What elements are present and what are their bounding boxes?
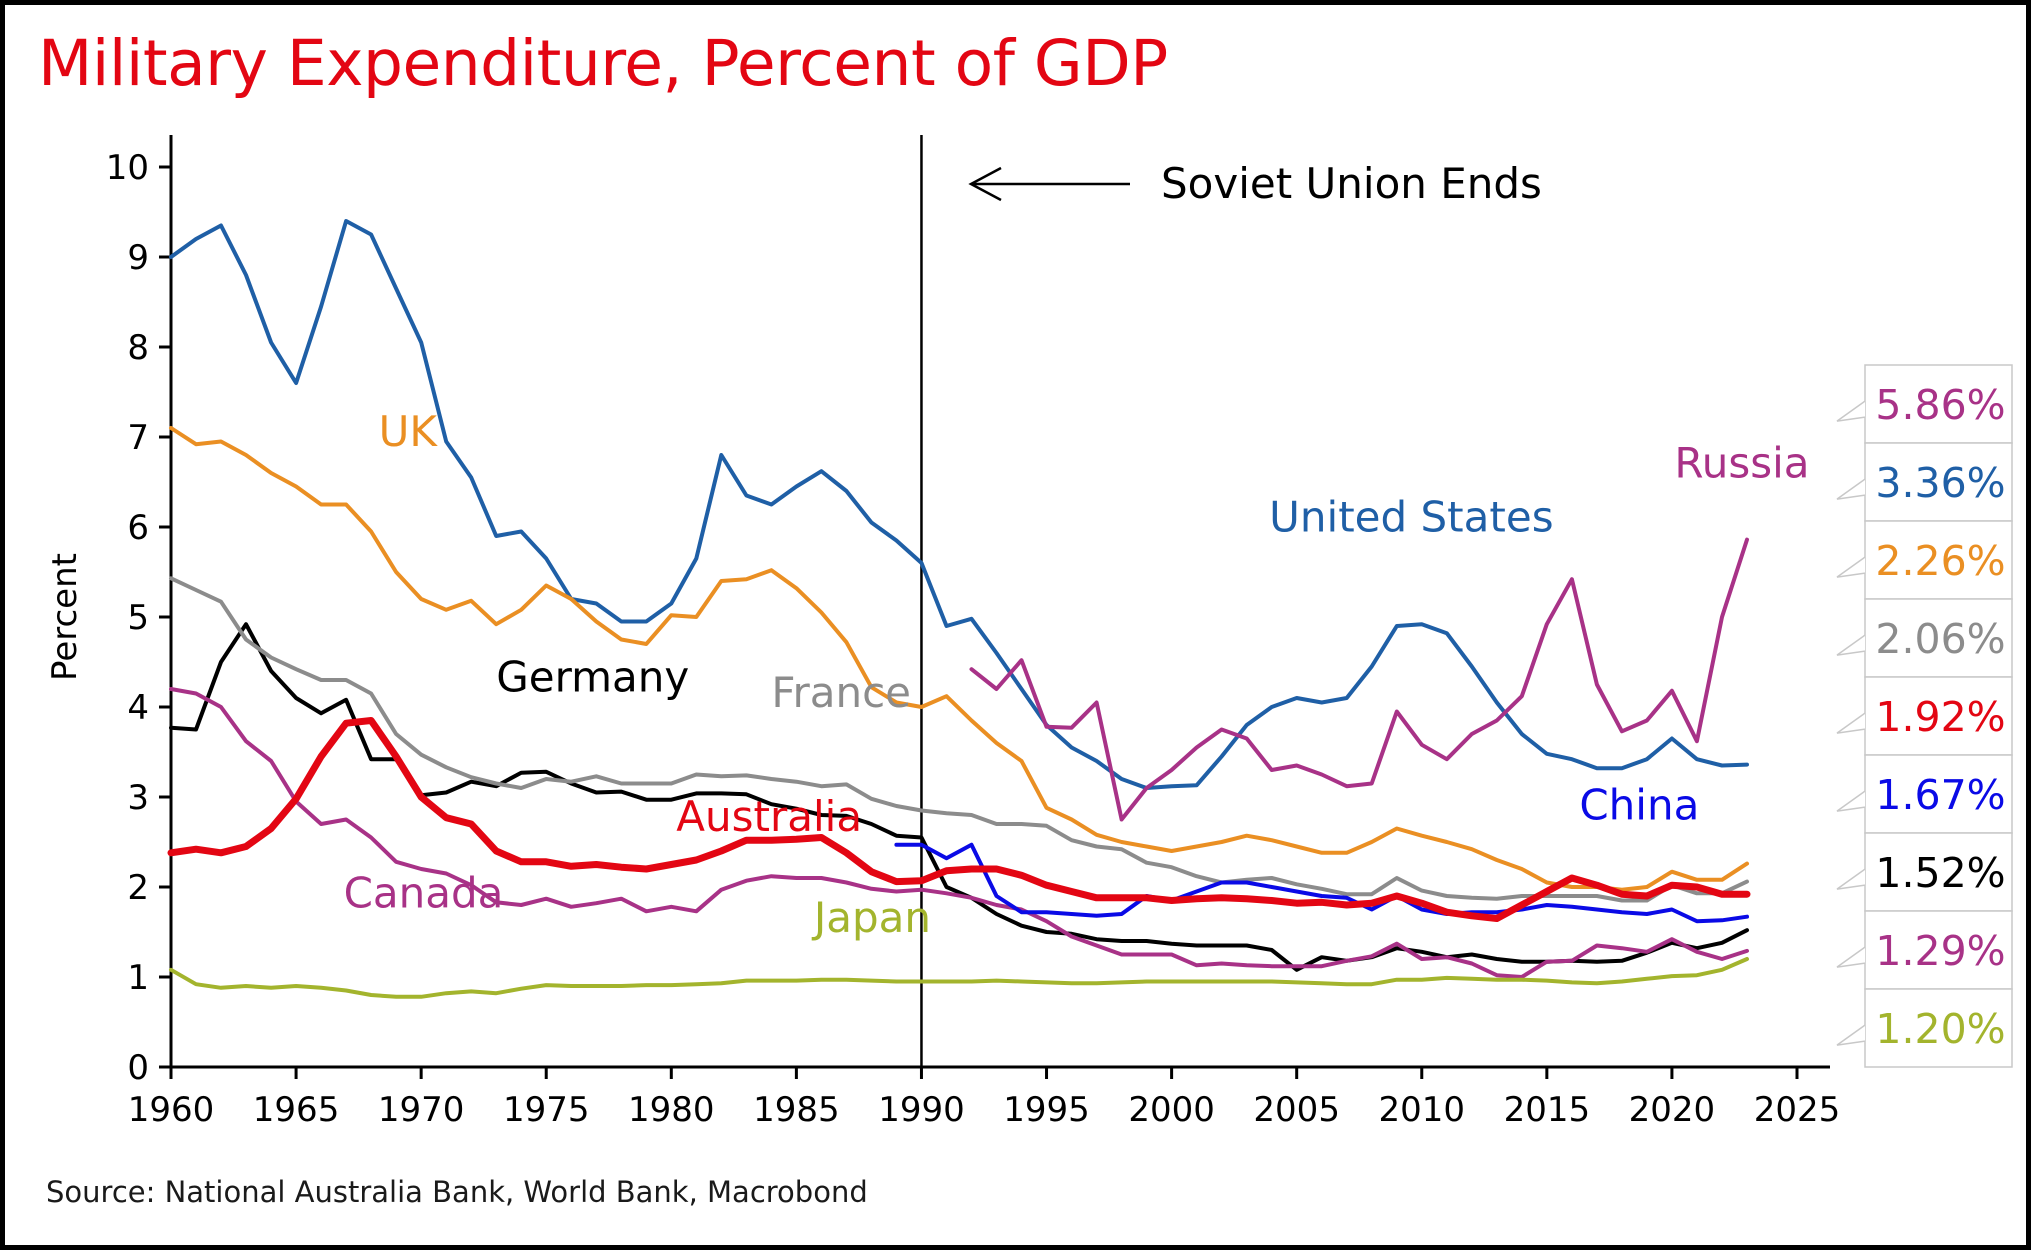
y-tick-label: 5 xyxy=(127,598,149,638)
value-tag-label: 1.92% xyxy=(1875,693,2005,741)
value-tag-box xyxy=(1864,754,2013,834)
series-label-japan: Japan xyxy=(811,893,931,942)
series-line-germany xyxy=(169,622,1749,972)
chart-title: Military Expenditure, Percent of GDP xyxy=(38,27,1168,100)
x-tick-label: 1965 xyxy=(253,1090,340,1130)
series-line-france xyxy=(169,576,1749,903)
value-tag-box xyxy=(1864,676,2013,756)
value-tag-pointer xyxy=(1836,478,1866,500)
y-tick-label: 0 xyxy=(127,1048,149,1088)
x-tick-label: 2015 xyxy=(1504,1090,1591,1130)
value-tag-pointer xyxy=(1836,790,1866,812)
series-label-uk: UK xyxy=(379,407,439,456)
y-tick-label: 1 xyxy=(127,958,149,998)
annotation-text: Soviet Union Ends xyxy=(1161,159,1542,208)
value-tag-label: 5.86% xyxy=(1875,381,2005,429)
series-line-united-states xyxy=(169,219,1749,790)
value-tag-label: 1.67% xyxy=(1875,771,2005,819)
value-tag-pointer xyxy=(1836,946,1866,968)
x-tick-label: 2010 xyxy=(1379,1090,1466,1130)
value-tag-box xyxy=(1864,520,2013,600)
x-tick-label: 1985 xyxy=(753,1090,840,1130)
y-tick-label: 4 xyxy=(127,688,149,728)
value-tag-box xyxy=(1864,442,2013,522)
y-axis-title: Percent xyxy=(45,553,85,681)
value-tag-pointer xyxy=(1836,634,1866,656)
series-label-germany: Germany xyxy=(496,653,689,702)
x-tick-label: 2020 xyxy=(1629,1090,1716,1130)
value-tag-pointer xyxy=(1836,556,1866,578)
x-tick-label: 1990 xyxy=(878,1090,965,1130)
series-label-australia: Australia xyxy=(676,792,862,841)
value-tag-pointer xyxy=(1836,400,1866,422)
value-tag-label: 1.52% xyxy=(1875,849,2005,897)
annotation-arrowhead xyxy=(968,166,1002,202)
y-tick-label: 8 xyxy=(127,328,149,368)
series-label-china: China xyxy=(1579,781,1699,830)
value-tag-label: 2.06% xyxy=(1875,615,2005,663)
x-tick-label: 2025 xyxy=(1754,1090,1841,1130)
value-tag-label: 1.29% xyxy=(1875,927,2005,975)
y-tick-label: 3 xyxy=(127,778,149,818)
y-tick-label: 2 xyxy=(127,868,149,908)
value-tag-pointer xyxy=(1836,1024,1866,1046)
series-line-japan xyxy=(169,957,1749,999)
series-label-russia: Russia xyxy=(1674,439,1809,488)
value-tag-pointer xyxy=(1836,868,1866,890)
value-tag-label: 3.36% xyxy=(1875,459,2005,507)
line-chart: 0 1 2 3 4 5 6 7 8 9 10 1960 1965 1970 1975 1980 1985 1990… xyxy=(45,135,2013,1130)
y-tick-label: 6 xyxy=(127,508,149,548)
series-line-australia xyxy=(167,717,1751,922)
series-label-france: France xyxy=(771,668,911,717)
series-label-united-states: United States xyxy=(1269,493,1553,542)
x-tick-label: 1970 xyxy=(378,1090,465,1130)
y-tick-label: 10 xyxy=(106,148,149,188)
y-tick-label: 9 xyxy=(127,238,149,278)
x-tick-label: 1995 xyxy=(1003,1090,1090,1130)
series-line-china xyxy=(894,842,1749,924)
series-label-canada: Canada xyxy=(344,869,504,918)
source-note: Source: National Australia Bank, World B… xyxy=(46,1175,868,1209)
x-tick-label: 1975 xyxy=(503,1090,590,1130)
series-line-uk xyxy=(169,426,1749,892)
value-tag-pointer xyxy=(1836,712,1866,734)
series-line-russia xyxy=(969,537,1749,822)
x-tick-label: 1980 xyxy=(628,1090,715,1130)
value-tag-label: 1.20% xyxy=(1875,1005,2005,1053)
x-tick-label: 1960 xyxy=(128,1090,215,1130)
x-tick-label: 2005 xyxy=(1253,1090,1340,1130)
series-line-canada xyxy=(169,687,1749,979)
value-tag-label: 2.26% xyxy=(1875,537,2005,585)
y-tick-label: 7 xyxy=(127,418,149,458)
value-tag-box xyxy=(1864,364,2013,444)
x-tick-label: 2000 xyxy=(1128,1090,1215,1130)
